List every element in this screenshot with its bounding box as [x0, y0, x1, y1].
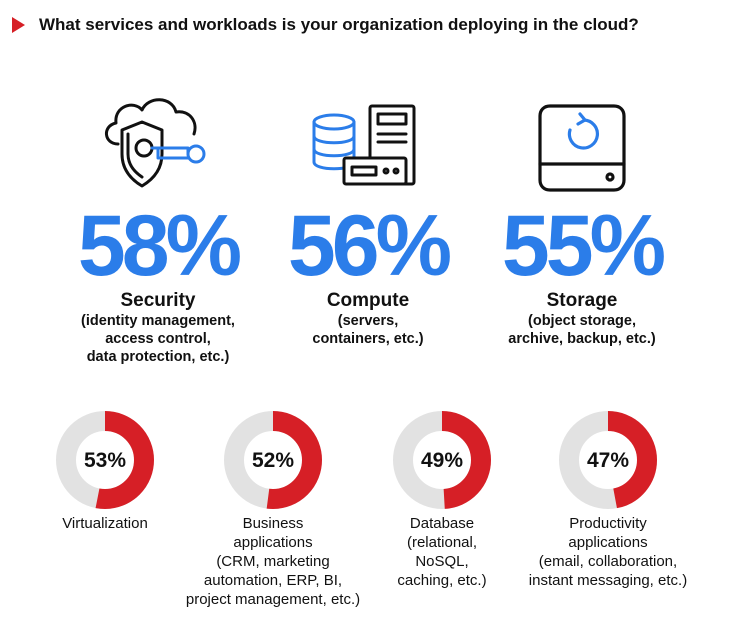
- donut-database: 49% Database (relational, NoSQL, caching…: [347, 410, 537, 590]
- donut-chart: 47%: [559, 411, 657, 509]
- donut-business-applications: 52% Business applications (CRM, marketin…: [178, 410, 368, 609]
- donut-label: Productivity applications (email, collab…: [528, 515, 688, 589]
- stat-storage: 55% Storage (object storage, archive, ba…: [472, 92, 692, 348]
- donut-label: Virtualization: [62, 515, 148, 532]
- donut-value-label: 47%: [587, 449, 629, 472]
- header: What services and workloads is your orga…: [12, 10, 639, 40]
- donut-value-arc: [56, 411, 154, 509]
- donut-value-label: 52%: [252, 449, 294, 472]
- storage-drive-icon: [538, 104, 626, 192]
- donut-label: Business applications (CRM, marketing au…: [185, 515, 361, 608]
- shield-cloud-key-icon: [105, 98, 206, 188]
- stat-security: 58% Security (identity management, acces…: [48, 92, 268, 366]
- stat-description: (object storage, archive, backup, etc.): [508, 313, 656, 347]
- stat-value: 58%: [77, 198, 242, 294]
- donut-value-arc: [559, 411, 657, 509]
- donut-value-arc: [393, 411, 491, 509]
- donut-value-label: 53%: [84, 449, 126, 472]
- stat-label: Security: [120, 290, 196, 311]
- donut-label: Database (relational, NoSQL, caching, et…: [397, 515, 487, 589]
- stat-label: Compute: [326, 290, 410, 311]
- donut-value-arc: [224, 411, 322, 509]
- page-title: What services and workloads is your orga…: [39, 15, 639, 34]
- donut-chart: 53%: [56, 411, 154, 509]
- database-server-icon: [312, 104, 416, 186]
- stat-value: 55%: [501, 198, 666, 294]
- stat-label: Storage: [546, 290, 618, 311]
- donut-chart: 49%: [393, 411, 491, 509]
- donut-chart: 52%: [224, 411, 322, 509]
- triangle-bullet-icon: [12, 17, 25, 33]
- donut-productivity-applications: 47% Productivity applications (email, co…: [513, 410, 703, 590]
- stat-compute: 56% Compute (servers, containers, etc.): [258, 92, 478, 348]
- donut-virtualization: 53% Virtualization: [10, 410, 200, 533]
- stat-description: (servers, containers, etc.): [312, 313, 424, 347]
- stat-value: 56%: [287, 198, 452, 294]
- donut-value-label: 49%: [421, 449, 463, 472]
- stat-description: (identity management, access control, da…: [81, 313, 235, 365]
